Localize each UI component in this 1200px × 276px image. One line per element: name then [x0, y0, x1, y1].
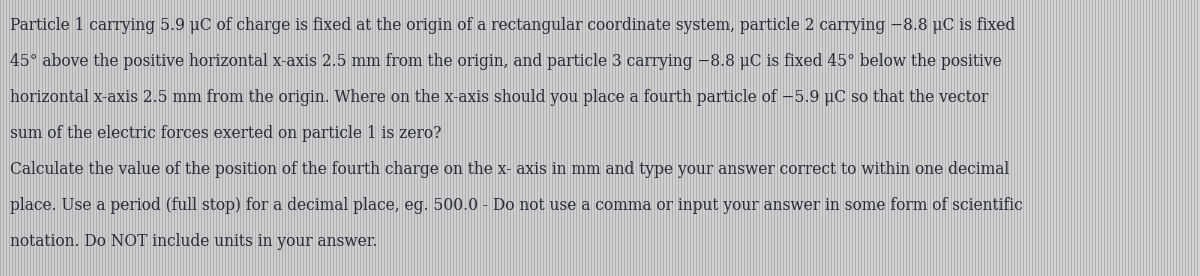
- Text: place. Use a period (full stop) for a decimal place, eg. 500.0 - Do not use a co: place. Use a period (full stop) for a de…: [10, 197, 1022, 214]
- Text: notation. Do NOT include units in your answer.: notation. Do NOT include units in your a…: [10, 233, 377, 251]
- Text: sum of the electric forces exerted on particle 1 is zero?: sum of the electric forces exerted on pa…: [10, 125, 442, 142]
- Text: Particle 1 carrying 5.9 μC of charge is fixed at the origin of a rectangular coo: Particle 1 carrying 5.9 μC of charge is …: [10, 17, 1015, 34]
- Text: 45° above the positive horizontal x-axis 2.5 mm from the origin, and particle 3 : 45° above the positive horizontal x-axis…: [10, 53, 1001, 70]
- Text: horizontal x-axis 2.5 mm from the origin. Where on the x-axis should you place a: horizontal x-axis 2.5 mm from the origin…: [10, 89, 988, 106]
- Text: Calculate the value of the position of the fourth charge on the x- axis in mm an: Calculate the value of the position of t…: [10, 161, 1009, 178]
